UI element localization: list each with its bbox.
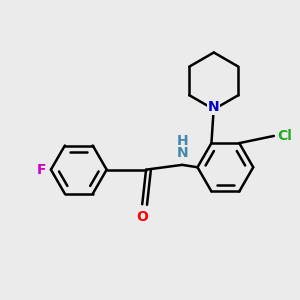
Text: H
N: H N xyxy=(176,134,188,160)
Text: O: O xyxy=(136,210,148,224)
Text: F: F xyxy=(37,163,46,177)
Text: Cl: Cl xyxy=(278,129,292,143)
Text: N: N xyxy=(208,100,220,114)
